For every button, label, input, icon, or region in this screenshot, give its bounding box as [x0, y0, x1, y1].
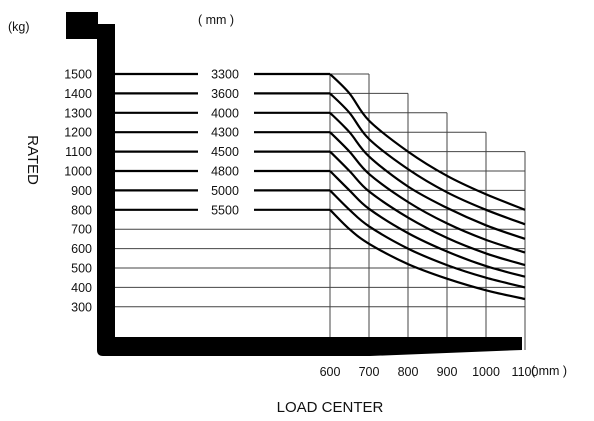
tick-labels: 1500 1400 1300 1200 1100 1000 900 800 700 600 500 4… — [64, 68, 538, 380]
y-tick-label: 400 — [71, 281, 92, 295]
series-label: 4500 — [211, 145, 239, 159]
series-curve — [329, 209, 526, 301]
series-label: 5500 — [211, 203, 239, 217]
y-tick-label: 1400 — [64, 87, 92, 101]
y-tick-label: 900 — [71, 184, 92, 198]
y-tick-label: 300 — [71, 300, 92, 314]
fork-top-block — [66, 12, 98, 39]
series-curve — [329, 170, 526, 278]
series-label: 4800 — [211, 165, 239, 179]
series-label: 4300 — [211, 126, 239, 140]
series-curve — [329, 92, 526, 226]
x-tick-label: 800 — [398, 365, 419, 379]
series-label: 4000 — [211, 106, 239, 120]
series-curve — [329, 112, 526, 240]
series-curve — [329, 131, 526, 254]
x-axis-title: LOAD CENTER — [277, 399, 384, 416]
height-unit-label: ( mm ) — [198, 13, 234, 27]
fork-blade — [97, 336, 522, 356]
series-label: 3300 — [211, 68, 239, 82]
x-unit-label: ( mm ) — [531, 364, 567, 378]
fork-silhouette — [66, 12, 522, 356]
series-label: 3600 — [211, 87, 239, 101]
y-tick-label: 1000 — [64, 165, 92, 179]
x-tick-label: 1100 — [512, 365, 539, 379]
y-tick-label: 700 — [71, 223, 92, 237]
x-tick-label: 900 — [437, 365, 458, 379]
weight-unit-label: (kg) — [8, 20, 30, 34]
y-tick-label: 1300 — [64, 106, 92, 120]
y-axis-title: RATED — [24, 135, 41, 185]
series-curve — [329, 73, 526, 211]
y-tick-label: 1500 — [64, 68, 92, 82]
x-tick-label: 700 — [359, 365, 380, 379]
chart-texts: (kg) ( mm ) RATED LOAD CENTER ( mm ) — [8, 13, 567, 416]
series-leader-lines: 3300 3600 4000 4300 4500 4800 5000 5500 — [112, 68, 330, 217]
series-curves — [329, 73, 526, 301]
x-tick-label: 1000 — [472, 365, 500, 379]
series-curve — [329, 189, 526, 289]
series-label: 5000 — [211, 184, 239, 198]
y-tick-label: 500 — [71, 262, 92, 276]
fork-vertical — [97, 24, 115, 342]
y-tick-label: 800 — [71, 203, 92, 217]
series-curve — [329, 150, 526, 267]
y-tick-label: 600 — [71, 242, 92, 256]
x-tick-label: 600 — [320, 365, 341, 379]
y-tick-label: 1200 — [64, 126, 92, 140]
y-tick-label: 1100 — [65, 145, 92, 159]
chart-grid — [112, 73, 526, 350]
